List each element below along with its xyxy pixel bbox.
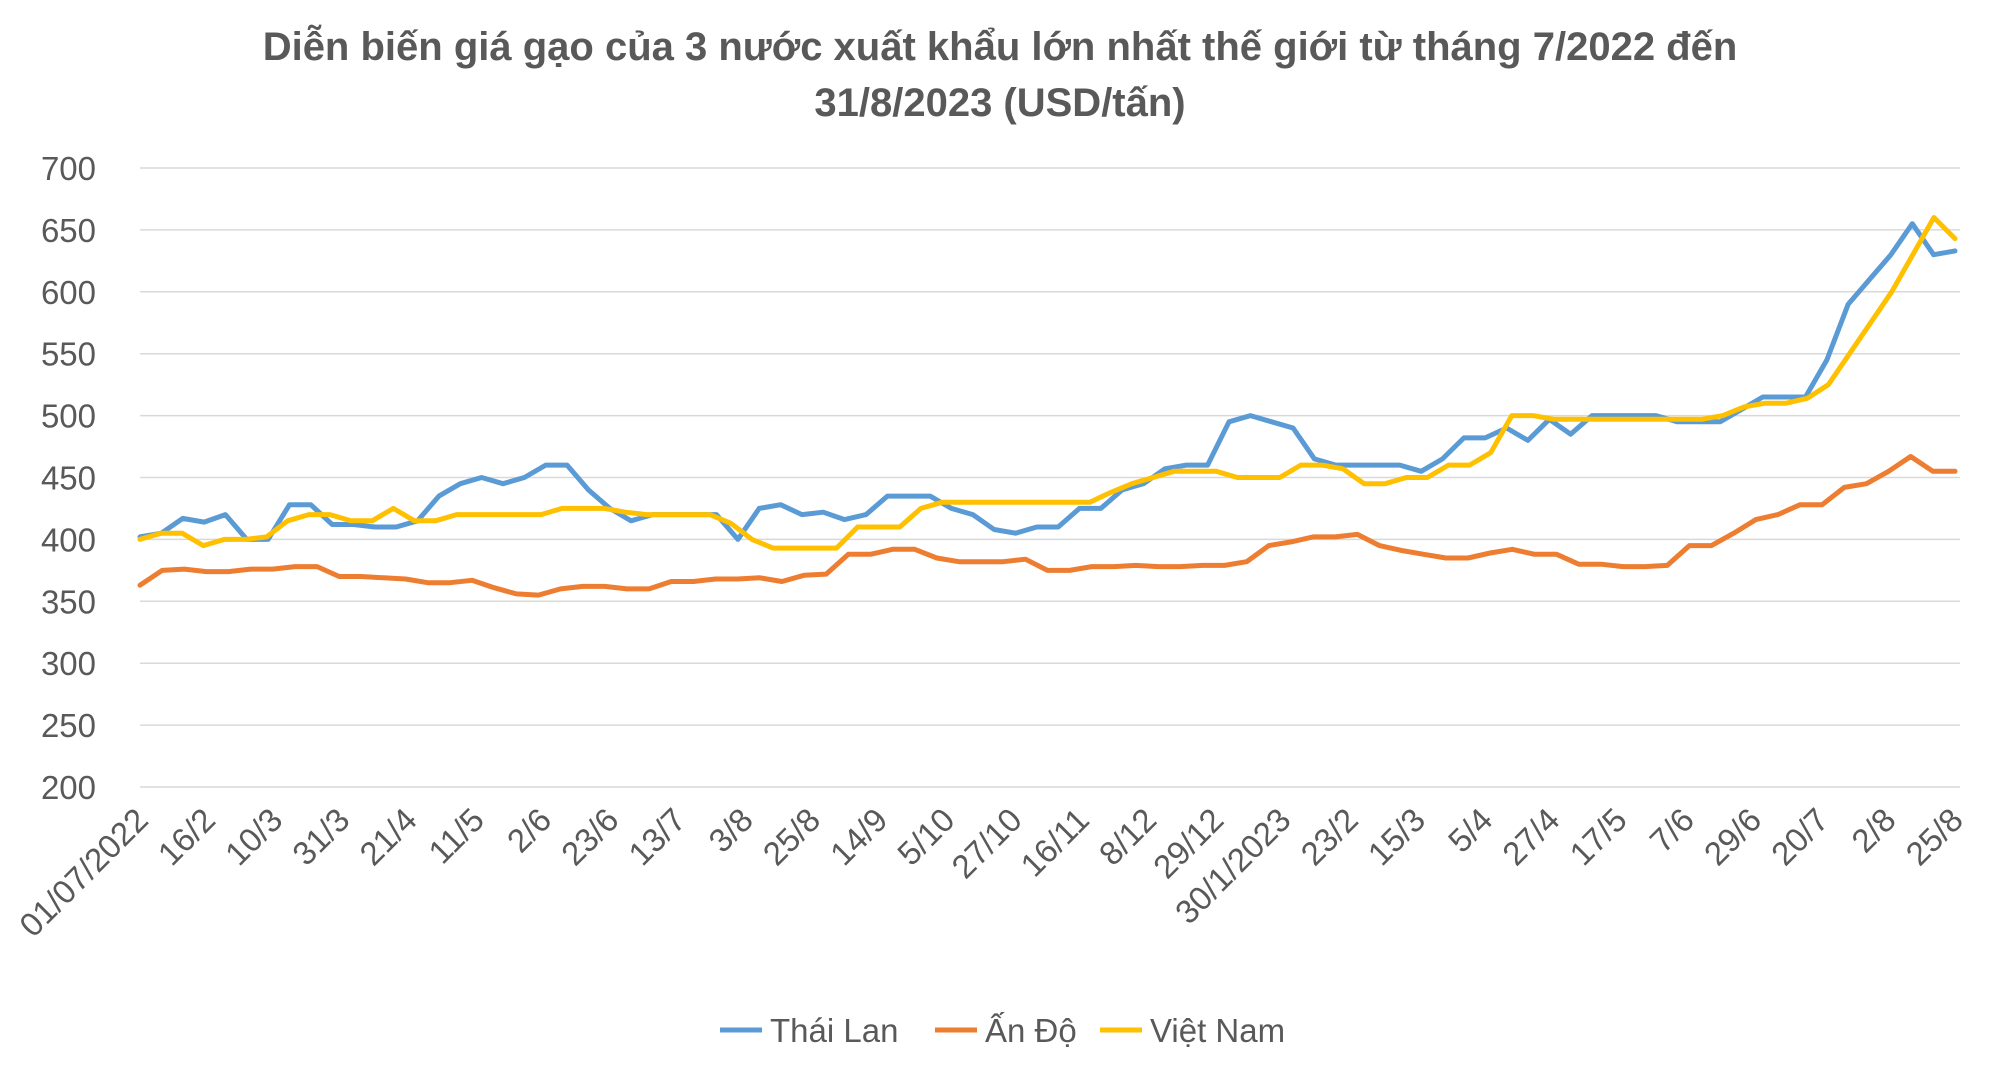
x-tick-label: 13/7 <box>621 801 693 873</box>
y-tick-label: 400 <box>41 521 96 558</box>
chart-title-line-1: Diễn biến giá gạo của 3 nước xuất khẩu l… <box>263 23 1738 69</box>
x-tick-label: 7/6 <box>1642 801 1701 860</box>
x-tick-label: 25/8 <box>1898 801 1970 873</box>
gridlines <box>140 167 1960 788</box>
y-tick-label: 500 <box>41 398 96 435</box>
chart-title-line-2: 31/8/2023 (USD/tấn) <box>814 81 1185 125</box>
x-tick-label: 01/07/2022 <box>12 801 155 944</box>
x-tick-label: 11/5 <box>421 801 491 871</box>
x-tick-label: 17/5 <box>1562 801 1634 873</box>
x-tick-label: 2/8 <box>1844 801 1903 860</box>
legend-label: Ấn Độ <box>985 1012 1077 1049</box>
y-tick-label: 550 <box>41 336 96 373</box>
x-tick-label: 16/11 <box>1013 801 1096 884</box>
x-tick-label: 15/3 <box>1361 801 1433 873</box>
x-tick-label: 3/8 <box>701 801 760 860</box>
y-tick-label: 450 <box>41 460 96 497</box>
series-line-2 <box>137 215 1958 551</box>
series-line-1 <box>137 454 1958 598</box>
y-tick-label: 650 <box>41 212 96 249</box>
x-tick-label: 27/4 <box>1495 801 1567 873</box>
y-tick-label: 200 <box>41 769 96 806</box>
x-tick-label: 10/3 <box>218 801 290 873</box>
x-tick-label: 20/7 <box>1764 801 1836 873</box>
x-tick-label: 23/2 <box>1293 801 1365 873</box>
series-line-0 <box>137 221 1958 542</box>
legend-label: Việt Nam <box>1150 1012 1285 1049</box>
x-tick-label: 25/8 <box>756 801 828 873</box>
x-tick-label: 31/3 <box>285 801 357 873</box>
y-tick-label: 300 <box>41 645 96 682</box>
x-tick-label: 16/2 <box>151 801 223 873</box>
y-tick-label: 350 <box>41 583 96 620</box>
y-tick-label: 700 <box>41 150 96 187</box>
x-tick-label: 21/4 <box>352 801 424 873</box>
x-tick-label: 2/6 <box>500 801 559 860</box>
y-tick-label: 600 <box>41 274 96 311</box>
legend-label: Thái Lan <box>770 1012 898 1049</box>
x-tick-label: 23/6 <box>554 801 626 873</box>
y-axis-ticks: 200 250 300 350 400 450 500 550 600 650 700 <box>41 150 96 806</box>
x-tick-label: 27/10 <box>944 801 1029 886</box>
x-tick-label: 29/6 <box>1697 801 1769 873</box>
x-tick-label: 14/9 <box>823 801 895 873</box>
legend: Thái Lan Ấn Độ Việt Nam <box>720 1012 1285 1049</box>
series-lines <box>137 215 1958 598</box>
y-tick-label: 250 <box>41 707 96 744</box>
x-tick-label: 5/4 <box>1441 801 1500 860</box>
